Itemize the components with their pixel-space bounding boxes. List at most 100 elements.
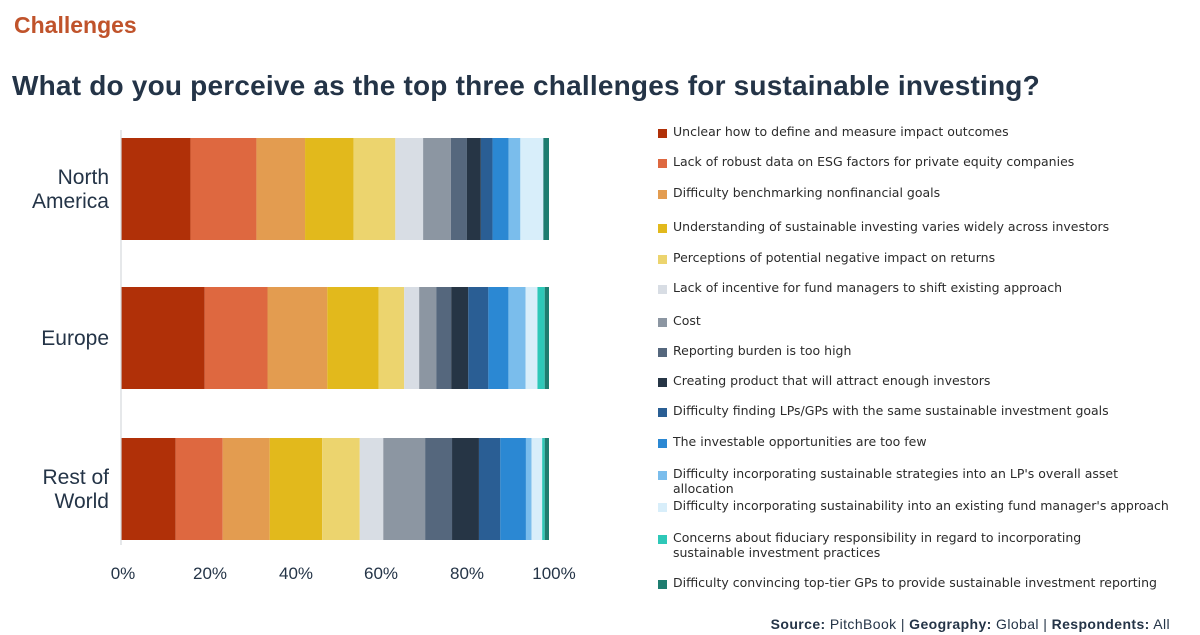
legend-swatch (658, 580, 667, 589)
bar-segment-0-6 (423, 138, 451, 240)
legend-item: Difficulty incorporating sustainable str… (658, 466, 1143, 496)
legend-swatch (658, 159, 667, 168)
legend-item: Difficulty benchmarking nonfinancial goa… (658, 185, 940, 200)
bar-segment-0-10 (492, 138, 509, 240)
legend-swatch (658, 408, 667, 417)
legend-item: Concerns about fiduciary responsibility … (658, 530, 1143, 560)
legend-label: Understanding of sustainable investing v… (673, 219, 1110, 234)
bar-segment-0-4 (353, 138, 396, 240)
source-note: Source: PitchBook | Geography: Global | … (771, 616, 1170, 632)
legend-item: The investable opportunities are too few (658, 434, 927, 449)
legend-swatch (658, 471, 667, 480)
bar-segment-1-2 (267, 287, 328, 389)
legend-item: Cost (658, 313, 701, 328)
bars-layer (121, 138, 549, 540)
legend-swatch (658, 348, 667, 357)
bar-segment-2-6 (383, 438, 426, 540)
bar-segment-0-5 (395, 138, 424, 240)
bar-segment-0-7 (450, 138, 467, 240)
x-tick-labels: 0% 20% 40% 60% 80% 100% (111, 564, 576, 583)
chart-title: What do you perceive as the top three ch… (12, 70, 1040, 101)
legend-label: Unclear how to define and measure impact… (673, 124, 1009, 139)
bar-segment-1-9 (468, 287, 489, 389)
legend-label: Concerns about fiduciary responsibility … (673, 530, 1082, 560)
bar-segment-1-3 (327, 287, 379, 389)
bar-segment-2-2 (222, 438, 270, 540)
bar-segment-2-5 (359, 438, 384, 540)
legend-label: Difficulty finding LPs/GPs with the same… (673, 403, 1109, 418)
bar-segment-0-8 (466, 138, 481, 240)
legend-label: Lack of robust data on ESG factors for p… (673, 154, 1075, 169)
bar-segment-0-9 (480, 138, 493, 240)
legend-swatch (658, 285, 667, 294)
legend-item: Difficulty incorporating sustainability … (658, 498, 1169, 513)
bar-segment-1-5 (404, 287, 420, 389)
bar-segment-1-13 (537, 287, 545, 389)
legend-swatch (658, 190, 667, 199)
legend-swatch (658, 129, 667, 138)
x-tick-label: 80% (450, 564, 484, 583)
legend-item: Difficulty finding LPs/GPs with the same… (658, 403, 1109, 418)
legend-swatch (658, 224, 667, 233)
legend-item: Reporting burden is too high (658, 343, 851, 358)
bar-segment-2-14 (544, 438, 549, 540)
bar-segment-1-4 (378, 287, 405, 389)
legend-swatch (658, 318, 667, 327)
legend-label: Creating product that will attract enoug… (673, 373, 991, 388)
legend-item: Perceptions of potential negative impact… (658, 250, 995, 265)
legend-swatch (658, 439, 667, 448)
legend-item: Unclear how to define and measure impact… (658, 124, 1009, 139)
stacked-bar-chart: North America Europe Rest of World 0% 20% 40% 6… (32, 130, 576, 583)
bar-segment-2-0 (121, 438, 176, 540)
x-tick-label: 40% (279, 564, 313, 583)
x-tick-label: 0% (111, 564, 136, 583)
bar-segment-1-0 (121, 287, 205, 389)
legend-item: Creating product that will attract enoug… (658, 373, 990, 388)
geography-value: Global (996, 616, 1039, 632)
category-label: Europe (41, 327, 109, 350)
bar-segment-1-7 (436, 287, 452, 389)
bar-segment-0-1 (190, 138, 257, 240)
legend-item: Understanding of sustainable investing v… (658, 219, 1109, 234)
legend-item: Lack of robust data on ESG factors for p… (658, 154, 1074, 169)
legend-swatch (658, 503, 667, 512)
source-value: PitchBook (829, 616, 897, 632)
bar-segment-2-1 (175, 438, 223, 540)
legend-label: Perceptions of potential negative impact… (673, 250, 996, 265)
bar-segment-2-10 (500, 438, 526, 540)
legend-item: Lack of incentive for fund managers to s… (658, 280, 1062, 295)
bar-segment-1-11 (508, 287, 526, 389)
legend-label: Cost (673, 313, 701, 328)
bar-segment-0-0 (121, 138, 191, 240)
bar-segment-0-12 (520, 138, 544, 240)
legend-label: Difficulty incorporating sustainability … (673, 498, 1169, 513)
category-label: North America (32, 166, 109, 213)
bar-segment-1-1 (204, 287, 268, 389)
bar-segment-2-11 (525, 438, 532, 540)
bar-segment-0-3 (305, 138, 354, 240)
bar-segment-2-9 (478, 438, 501, 540)
category-labels: North America Europe Rest of World (32, 166, 109, 513)
bar-segment-1-14 (544, 287, 549, 389)
legend-swatch (658, 255, 667, 264)
bar-segment-2-4 (322, 438, 360, 540)
legend-label: The investable opportunities are too few (673, 434, 927, 449)
bar-segment-2-3 (269, 438, 323, 540)
bar-segment-2-13 (542, 438, 545, 540)
source-separator: | (900, 616, 905, 632)
bar-segment-0-14 (543, 138, 549, 240)
legend-label: Difficulty convincing top-tier GPs to pr… (673, 575, 1157, 590)
bar-segment-1-8 (451, 287, 469, 389)
legend-item: Difficulty convincing top-tier GPs to pr… (658, 575, 1157, 590)
bar-segment-1-6 (419, 287, 437, 389)
bar-segment-2-7 (425, 438, 453, 540)
respondents-value: All (1153, 616, 1170, 632)
legend-swatch (658, 535, 667, 544)
geography-label: Geography: (909, 616, 992, 632)
bar-segment-0-2 (256, 138, 306, 240)
section-label: Challenges (14, 12, 137, 38)
x-tick-label: 20% (193, 564, 227, 583)
bar-segment-2-12 (531, 438, 543, 540)
bar-segment-1-10 (488, 287, 509, 389)
source-label: Source: (770, 616, 826, 632)
